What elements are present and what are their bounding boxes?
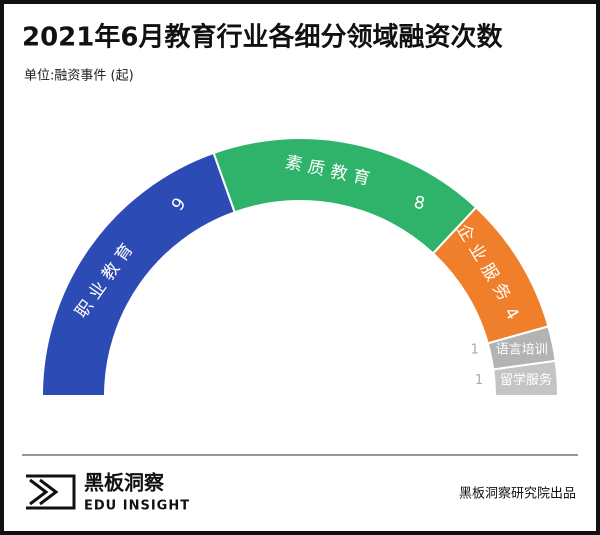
chart-subtitle: 单位:融资事件 (起): [24, 69, 134, 84]
value-label: 1: [475, 373, 483, 388]
value-label: 1: [471, 342, 479, 357]
slice-label: 留学服务: [500, 372, 552, 388]
logo-icon: [26, 474, 76, 510]
value-label: 8: [412, 193, 427, 215]
brand: 黑板洞察: [84, 471, 165, 495]
slice-label: 语言培训: [496, 341, 548, 357]
brand-en: EDU INSIGHT: [84, 499, 190, 514]
slice: [492, 359, 560, 397]
chart-title: 2021年6月教育行业各细分领域融资次数: [22, 22, 503, 53]
credit: 黑板洞察研究院出品: [459, 487, 576, 502]
